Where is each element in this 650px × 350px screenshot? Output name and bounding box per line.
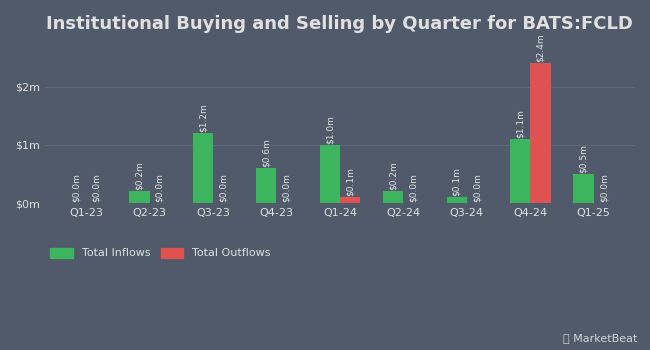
Text: $2.4m: $2.4m (536, 34, 545, 62)
Bar (530, 63, 551, 203)
Text: $0.1m: $0.1m (346, 167, 355, 196)
Legend: Total Inflows, Total Outflows: Total Inflows, Total Outflows (51, 248, 271, 259)
Text: $0.0m: $0.0m (92, 173, 101, 202)
Text: $1.1m: $1.1m (515, 109, 525, 138)
Text: $0.0m: $0.0m (282, 173, 291, 202)
Bar (192, 133, 213, 203)
Bar (256, 168, 276, 203)
Text: $0.0m: $0.0m (473, 173, 482, 202)
Text: $0.5m: $0.5m (579, 144, 588, 173)
Bar (573, 174, 593, 203)
Text: $0.2m: $0.2m (135, 162, 144, 190)
Bar (340, 197, 360, 203)
Text: $0.0m: $0.0m (409, 173, 418, 202)
Text: $0.2m: $0.2m (389, 162, 398, 190)
Text: $0.0m: $0.0m (599, 173, 608, 202)
Bar (320, 145, 340, 203)
Text: $0.6m: $0.6m (262, 138, 271, 167)
Bar (383, 191, 404, 203)
Bar (129, 191, 150, 203)
Text: $0.0m: $0.0m (218, 173, 227, 202)
Title: Institutional Buying and Selling by Quarter for BATS:FCLD: Institutional Buying and Selling by Quar… (47, 15, 633, 33)
Bar (447, 197, 467, 203)
Text: $1.0m: $1.0m (325, 115, 334, 144)
Text: $0.0m: $0.0m (155, 173, 164, 202)
Text: ⫫ MarketBeat: ⫫ MarketBeat (563, 333, 637, 343)
Bar (510, 139, 530, 203)
Text: $1.2m: $1.2m (198, 103, 207, 132)
Text: $0.0m: $0.0m (72, 173, 81, 202)
Text: $0.1m: $0.1m (452, 167, 462, 196)
